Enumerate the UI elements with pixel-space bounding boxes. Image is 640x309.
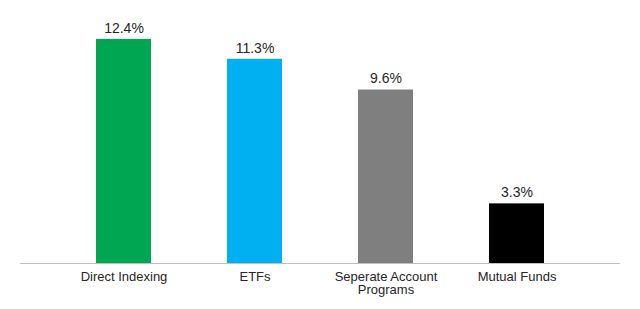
svg-text:Seperate AccountPrograms: Seperate AccountPrograms [335,269,438,297]
svg-text:12.4%: 12.4% [104,20,144,36]
svg-text:Mutual Funds: Mutual Funds [478,269,557,284]
svg-text:9.6%: 9.6% [370,70,402,86]
svg-text:Direct Indexing: Direct Indexing [81,269,168,284]
svg-text:ETFs: ETFs [239,269,271,284]
svg-text:3.3%: 3.3% [501,184,533,200]
svg-text:11.3%: 11.3% [236,40,275,56]
